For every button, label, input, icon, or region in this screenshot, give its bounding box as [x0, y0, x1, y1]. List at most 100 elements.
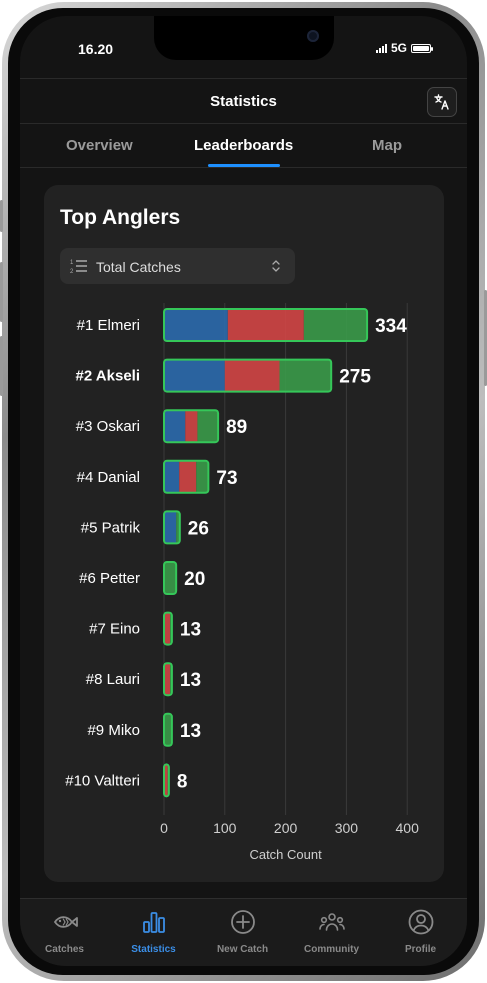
nav-label: Statistics: [131, 944, 176, 955]
updown-chevron-icon: [272, 260, 280, 272]
category-label: #3 Oskari: [76, 418, 140, 435]
bar-segment: [164, 764, 168, 797]
sort-selected-label: Total Catches: [96, 259, 181, 275]
category-label: #7 Eino: [89, 621, 140, 638]
network-label: 5G: [390, 41, 407, 55]
community-icon: [319, 913, 345, 931]
side-button: [0, 336, 3, 396]
total-label: 89: [226, 417, 247, 438]
total-label: 13: [180, 721, 201, 742]
bar-segment: [164, 410, 186, 443]
bar-segment: [164, 359, 225, 392]
category-label: #6 Petter: [79, 570, 140, 587]
side-button: [484, 290, 487, 386]
bar-segment: [164, 511, 177, 544]
side-button: [0, 200, 3, 232]
bottom-nav: Catches Statistics New Catch: [20, 898, 467, 966]
x-tick-label: 100: [213, 820, 237, 836]
category-label: #1 Elmeri: [77, 317, 140, 334]
bar-outline: [163, 459, 210, 494]
x-tick-label: 300: [335, 820, 359, 836]
bar-segment: [164, 713, 172, 746]
total-label: 334: [375, 316, 407, 337]
active-tab-indicator: [208, 164, 280, 167]
side-button: [0, 262, 3, 322]
svg-text:2: 2: [70, 269, 74, 275]
bar-segment: [224, 359, 280, 392]
bar-outline: [163, 611, 173, 646]
nav-label: New Catch: [216, 944, 269, 955]
bar-segment: [227, 309, 304, 341]
bar-segment: [176, 511, 180, 544]
nav-label: Catches: [45, 944, 84, 955]
header: Statistics: [20, 78, 467, 124]
screen: 16.20 5G Statistics Overview Leaderboard…: [20, 16, 467, 966]
nav-catches[interactable]: Catches: [20, 899, 109, 966]
x-tick-label: 400: [396, 820, 420, 836]
plus-circle-icon: [231, 910, 255, 934]
bar-outline: [163, 662, 173, 697]
translate-button[interactable]: [427, 87, 457, 117]
bar-segment: [185, 410, 198, 443]
svg-text:1: 1: [70, 260, 74, 266]
bar-segment: [279, 359, 332, 392]
bar-segment: [164, 663, 171, 696]
total-label: 275: [339, 367, 371, 388]
translate-icon: [434, 94, 449, 110]
camera: [307, 30, 319, 42]
tab-bar-top: Overview Leaderboards Map: [20, 124, 467, 168]
nav-new-catch[interactable]: New Catch: [198, 899, 287, 966]
bar-outline: [163, 358, 333, 393]
nav-label: Community: [304, 944, 359, 955]
total-label: 20: [184, 569, 205, 590]
bar-segment: [303, 309, 368, 341]
bar-outline: [163, 763, 170, 798]
bar-outline: [163, 409, 220, 444]
bar-outline: [163, 561, 178, 595]
category-label: #8 Lauri: [86, 671, 140, 688]
bar-segment: [164, 612, 171, 645]
sort-dropdown[interactable]: 1 2 Total Catches: [60, 248, 295, 284]
fish-icon: [53, 916, 78, 928]
bar-segment: [179, 460, 197, 493]
bar-segment: [196, 460, 209, 493]
profile-icon: [408, 909, 434, 935]
total-label: 73: [216, 468, 237, 489]
leaderboard-chart: #1 Elmeri 334 #2 Akseli 275 #3 Oskari 89 #4 Da…: [65, 303, 420, 862]
status-indicators: 5G: [375, 41, 433, 55]
tab-map[interactable]: Map: [372, 137, 402, 154]
bar-outline: [163, 308, 369, 342]
x-axis-label: Catch Count: [249, 847, 322, 862]
tab-leaderboards[interactable]: Leaderboards: [194, 137, 294, 154]
category-label: #9 Miko: [87, 722, 140, 739]
nav-statistics[interactable]: Statistics: [109, 899, 198, 966]
leaderboard-card: Top Anglers 1 2 Total Catches #1 Elmeri 3…: [44, 185, 444, 882]
bar-segment: [164, 309, 228, 341]
page-title: Statistics: [210, 93, 277, 110]
total-label: 8: [177, 771, 188, 792]
sort-list-icon: 1 2: [70, 260, 87, 275]
bar-segment: [164, 562, 177, 594]
bar-chart-icon: [143, 912, 165, 933]
card-title: Top Anglers: [60, 206, 181, 229]
bar-outline: [163, 510, 181, 545]
nav-label: Profile: [404, 944, 437, 955]
x-tick-label: 0: [160, 820, 168, 836]
battery-icon: [411, 43, 433, 53]
bar-outline: [163, 712, 173, 747]
category-label: #2 Akseli: [76, 368, 141, 385]
nav-profile[interactable]: Profile: [376, 899, 465, 966]
category-label: #4 Danial: [77, 469, 140, 486]
category-label: #5 Patrik: [81, 519, 141, 536]
bar-segment: [197, 410, 219, 443]
total-label: 26: [188, 518, 209, 539]
nav-community[interactable]: Community: [287, 899, 376, 966]
total-label: 13: [180, 670, 201, 691]
category-label: #10 Valtteri: [65, 772, 140, 789]
status-time: 16.20: [78, 41, 114, 57]
x-tick-label: 200: [274, 820, 298, 836]
tab-overview[interactable]: Overview: [66, 137, 133, 154]
signal-icon: [375, 43, 387, 53]
bar-segment: [164, 460, 180, 493]
total-label: 13: [180, 620, 201, 641]
